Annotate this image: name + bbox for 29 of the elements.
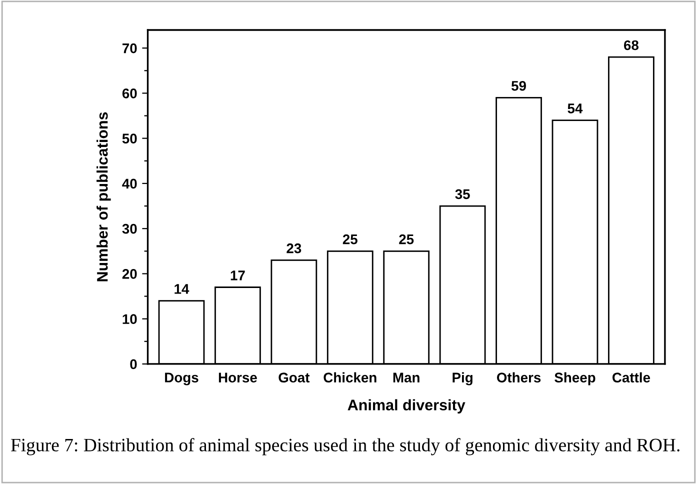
y-tick-label: 40 <box>122 178 137 189</box>
x-tick-label: Sheep <box>554 372 596 386</box>
data-label: 14 <box>174 284 190 294</box>
data-label: 54 <box>568 104 583 114</box>
y-tick-label: 60 <box>122 88 137 98</box>
caption: Figure 7: Distribution of animal species used in the study of genomic diversity and ROH. <box>10 438 680 456</box>
y-tick-label: 70 <box>122 43 137 54</box>
data-label: 35 <box>455 189 470 200</box>
x-axis-title: Animal diversity <box>348 399 466 414</box>
y-tick-label: 30 <box>122 224 137 234</box>
y-tick-label: 10 <box>122 314 137 324</box>
data-label: 23 <box>286 243 302 254</box>
data-label: 68 <box>624 40 639 50</box>
x-tick-label: Cattle <box>612 372 650 383</box>
y-axis-title: Number of publications <box>96 112 111 282</box>
y-tick-label: 0 <box>130 359 137 370</box>
x-tick-label: Man <box>393 372 420 383</box>
x-tick-label: Chicken <box>324 372 376 383</box>
x-tick-label: Dogs <box>165 372 198 386</box>
data-label: 17 <box>230 270 245 280</box>
y-tick-label: 50 <box>122 134 137 144</box>
x-tick-label: Horse <box>218 372 257 383</box>
data-label: 25 <box>342 234 358 244</box>
x-tick-label: Goat <box>278 372 310 383</box>
y-tick-label: 20 <box>122 269 137 279</box>
x-tick-label: Others <box>496 372 541 383</box>
x-tick-label: Pig <box>452 372 472 386</box>
data-label: 25 <box>399 234 414 244</box>
data-label: 59 <box>511 80 526 91</box>
